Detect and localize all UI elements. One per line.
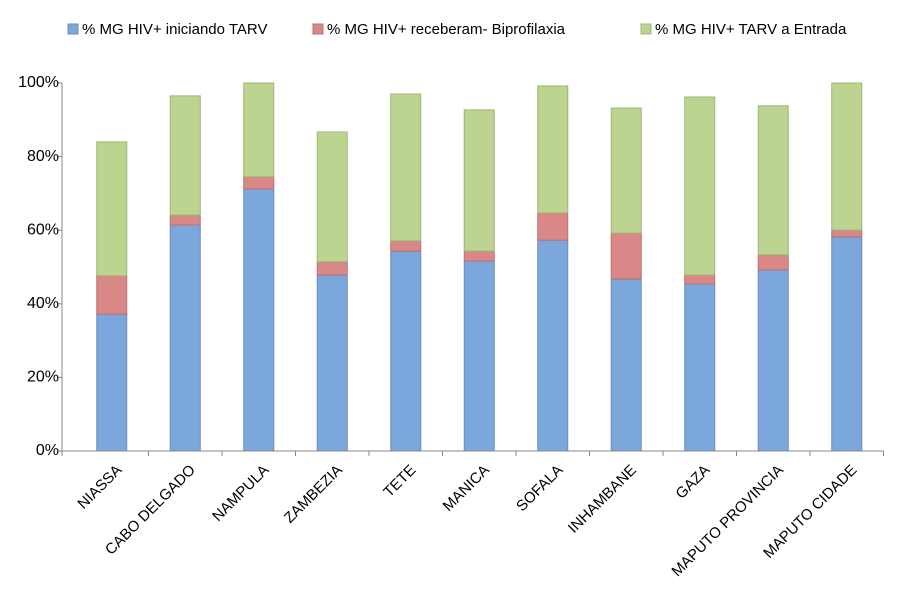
y-tick-label: 20% [27, 369, 59, 386]
x-tick-label: GAZA [672, 462, 713, 503]
bar-segment [96, 141, 128, 277]
x-tick-label: NAMPULA [209, 462, 272, 525]
x-tick-label: MANICA [440, 462, 493, 515]
y-tick-label: 80% [27, 148, 59, 165]
bar-segment [243, 82, 275, 178]
bar-segment [610, 107, 642, 234]
legend-swatch [312, 23, 324, 35]
bar-segment [390, 240, 422, 252]
bar-segment [243, 176, 275, 190]
bar-segment [831, 236, 863, 452]
bar-segment [831, 229, 863, 238]
x-tick-label: NIASSA [74, 462, 125, 513]
bar-segment [610, 232, 642, 280]
x-tick-label: TETE [380, 462, 419, 501]
bar-segment [390, 93, 422, 242]
bar-segment [463, 260, 495, 452]
bar-segment [316, 131, 348, 263]
bar-segment [757, 269, 789, 452]
bar-segment [684, 283, 716, 452]
y-tick-label: 0% [36, 442, 59, 459]
bar-segment [243, 188, 275, 452]
bar-segment [463, 250, 495, 262]
legend-label: % MG HIV+ TARV a Entrada [655, 21, 847, 38]
bar-segment [537, 239, 569, 452]
x-tick-label: ZAMBEZIA [281, 462, 346, 527]
bar-segment [757, 254, 789, 271]
bar-segment [96, 275, 128, 315]
bar-segment [684, 274, 716, 285]
bar-segment [610, 278, 642, 452]
bar-segment [390, 250, 422, 452]
bar-segment [537, 212, 569, 241]
y-tick-label: 100% [18, 74, 59, 91]
bar-segment [316, 274, 348, 452]
y-tick-label: 60% [27, 221, 59, 238]
legend-swatch [67, 23, 79, 35]
x-tick-label: INHAMBANE [565, 462, 640, 537]
bar-segment [316, 261, 348, 276]
bar-segment [463, 109, 495, 252]
y-tick-label: 40% [27, 295, 59, 312]
legend-label: % MG HIV+ receberam- Biprofilaxia [327, 21, 566, 38]
x-tick-label: SOFALA [513, 462, 566, 515]
legend-swatch [640, 23, 652, 35]
legend-label: % MG HIV+ iniciando TARV [82, 21, 268, 38]
bar-segment [169, 224, 201, 452]
bar-segment [96, 313, 128, 452]
bar-segment [169, 214, 201, 226]
bar-segment [831, 82, 863, 231]
bar-segment [684, 96, 716, 276]
bar-segment [169, 95, 201, 216]
bar-segment [757, 105, 789, 256]
bar-segment [537, 85, 569, 214]
